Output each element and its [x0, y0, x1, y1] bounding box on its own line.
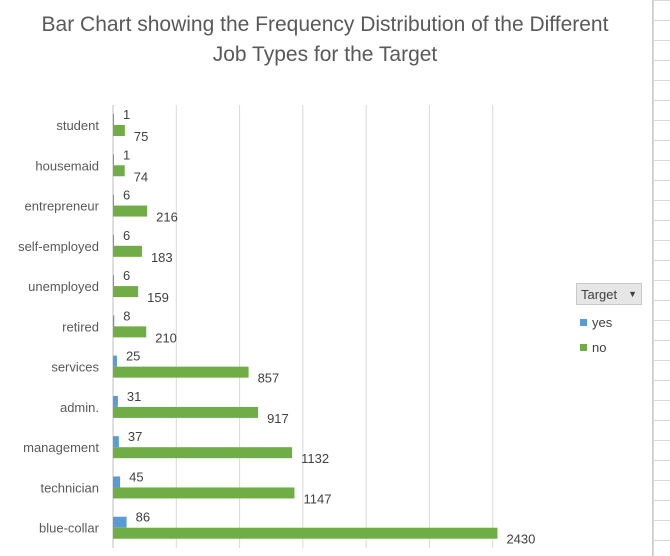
data-label-yes: 1: [123, 107, 130, 122]
bar-no[interactable]: [113, 406, 259, 418]
data-label-no: 857: [258, 371, 280, 386]
data-label-yes: 37: [128, 429, 142, 444]
data-label-yes: 8: [123, 308, 130, 323]
data-label-no: 74: [134, 169, 148, 184]
bar-yes[interactable]: [113, 234, 114, 246]
bar-no[interactable]: [113, 326, 147, 338]
bar-no[interactable]: [113, 487, 295, 499]
data-label-no: 159: [147, 290, 169, 305]
legend-label-no: no: [592, 340, 607, 355]
bar-yes[interactable]: [113, 516, 127, 528]
data-label-no: 216: [156, 210, 178, 225]
legend-item-no: no: [576, 340, 642, 355]
spreadsheet-grid: [652, 0, 670, 556]
data-label-yes: 31: [127, 389, 141, 404]
legend-label-yes: yes: [592, 315, 613, 330]
legend-item-yes: yes: [576, 315, 642, 330]
bar-no[interactable]: [113, 286, 139, 298]
legend: Target ▼ yes no: [576, 283, 642, 355]
data-label-yes: 6: [123, 228, 130, 243]
bar-chart: student housemaid entrepreneur self-employe…: [18, 105, 535, 548]
bar-yes[interactable]: [113, 476, 121, 488]
bar-yes[interactable]: [113, 194, 114, 206]
legend-swatch-yes: [580, 319, 587, 326]
data-label-yes: 6: [123, 268, 130, 283]
bar-no[interactable]: [113, 165, 125, 177]
category-label: services: [51, 360, 99, 375]
category-label: self-employed: [18, 239, 99, 254]
bar-yes[interactable]: [113, 114, 114, 125]
data-label-yes: 1: [123, 147, 130, 162]
bar-yes[interactable]: [113, 154, 114, 166]
bar-yes[interactable]: [113, 395, 118, 407]
category-label: admin.: [60, 400, 99, 415]
chevron-down-icon: ▼: [628, 289, 637, 299]
chart-title: Bar Chart showing the Frequency Distribu…: [41, 13, 609, 66]
data-label-no: 75: [134, 129, 148, 144]
category-label: unemployed: [28, 279, 99, 294]
bar-yes[interactable]: [113, 436, 119, 448]
bar-no[interactable]: [113, 366, 249, 378]
legend-filter-button[interactable]: Target ▼: [576, 283, 642, 305]
category-label: technician: [40, 480, 99, 495]
bar-no[interactable]: [113, 245, 142, 257]
bar-yes[interactable]: [113, 315, 115, 327]
data-label-yes: 86: [136, 510, 150, 525]
category-label: retired: [62, 319, 99, 334]
category-label: student: [56, 118, 99, 133]
bar-yes[interactable]: [113, 275, 114, 287]
legend-swatch-no: [580, 344, 587, 351]
category-label: housemaid: [35, 158, 99, 173]
data-label-no: 210: [155, 330, 177, 345]
chart-area: Bar Chart showing the Frequency Distribu…: [18, 13, 642, 548]
category-label: entrepreneur: [25, 199, 100, 214]
data-label-no: 917: [267, 411, 289, 426]
data-label-no: 1132: [301, 451, 329, 466]
data-label-no: 1147: [303, 491, 331, 506]
legend-title: Target: [581, 286, 618, 302]
category-label: management: [23, 440, 99, 455]
data-label-yes: 45: [129, 469, 143, 484]
data-label-no: 2430: [506, 532, 535, 547]
bar-yes[interactable]: [113, 355, 117, 367]
data-label-yes: 25: [126, 349, 140, 364]
data-label-yes: 6: [123, 188, 130, 203]
data-label-no: 183: [151, 250, 173, 265]
bar-no[interactable]: [113, 205, 148, 217]
bar-no[interactable]: [113, 527, 498, 539]
bar-no[interactable]: [113, 447, 293, 459]
bar-no[interactable]: [113, 125, 125, 136]
category-label: blue-collar: [39, 521, 100, 536]
